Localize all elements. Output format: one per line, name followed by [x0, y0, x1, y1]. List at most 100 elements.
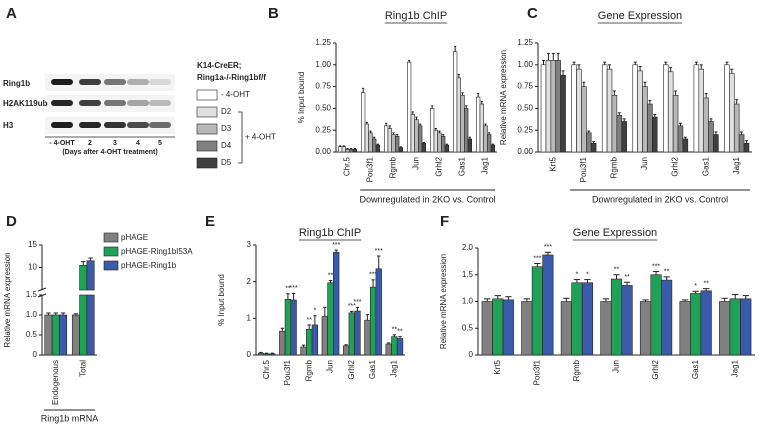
legend-group-label: + 4-OHT: [245, 133, 276, 142]
bar: [452, 51, 458, 153]
x-tick-label: Pou3f1: [579, 156, 588, 182]
bar: [713, 134, 719, 153]
significance: ***: [290, 285, 298, 292]
y-tick-label: 15: [28, 240, 37, 249]
bar: [391, 134, 396, 153]
bar: [542, 254, 554, 356]
significance: ***: [375, 248, 383, 255]
bar: [467, 138, 472, 153]
significance: **: [392, 327, 398, 334]
bar: [263, 353, 270, 356]
bar: [661, 279, 673, 356]
significance: ***: [652, 263, 660, 270]
bar: [352, 149, 357, 153]
bar: [571, 64, 577, 153]
blot-band: [149, 122, 171, 128]
bar: [667, 71, 674, 153]
axis-break: [37, 293, 47, 298]
chart-title: Gene Expression: [598, 10, 682, 22]
bar: [621, 285, 633, 356]
x-tick-label: Chr.5: [343, 156, 352, 176]
y-tick-label: 2.0: [462, 243, 474, 252]
x-tick-label: Jag1: [732, 156, 741, 174]
significance: **: [306, 317, 312, 324]
blot-band: [79, 100, 101, 106]
bar: [464, 108, 469, 153]
bar: [642, 86, 648, 153]
y-tick-label: 0: [247, 350, 252, 359]
bar: [383, 125, 389, 153]
y-tick-label: 0.75: [517, 82, 533, 91]
y-tick-label: 1.25: [315, 38, 331, 47]
bar: [348, 312, 355, 356]
significance: *: [586, 271, 589, 278]
blot-row-label: H2AK119ub: [3, 99, 48, 108]
bar: [364, 319, 371, 356]
significance: *: [694, 283, 697, 290]
panel-label: F: [440, 213, 449, 230]
bar: [719, 301, 731, 356]
lane-label: 3: [113, 140, 117, 147]
blot-band: [149, 79, 171, 85]
bar: [269, 353, 276, 356]
y-tick-label: 1.00: [315, 60, 331, 69]
bar: [421, 142, 426, 153]
bar: [456, 77, 461, 153]
y-tick-label: 0: [33, 350, 38, 359]
bar: [375, 144, 380, 153]
x-tick-label: Grhl2: [435, 156, 444, 176]
x-tick-label: Gas1: [701, 156, 710, 176]
bar: [385, 343, 392, 356]
x-tick-label: Gas1: [458, 156, 467, 176]
bar: [395, 136, 400, 153]
lane-label: - 4-OHT: [49, 140, 75, 147]
blot-row-label: H3: [3, 121, 14, 130]
bar: [306, 329, 313, 356]
bar: [354, 310, 361, 356]
chart-title: Gene Expression: [573, 227, 657, 239]
legend-label: pHAGE: [121, 233, 148, 242]
bar: [444, 144, 449, 153]
bar: [571, 282, 583, 356]
bar: [44, 314, 53, 356]
bar: [540, 64, 547, 153]
bar: [521, 301, 533, 356]
y-axis-label: % Input bound: [217, 274, 226, 326]
legend-label: pHAGE-Ring1bI53A: [121, 247, 193, 256]
bar: [364, 123, 369, 153]
y-tick-label: 2: [247, 277, 252, 286]
bar: [600, 301, 612, 356]
y-tick-label: 1.0: [462, 297, 474, 306]
bar: [581, 86, 587, 153]
legend-label: pHAGE-Ring1b: [121, 261, 177, 270]
bar: [531, 266, 543, 356]
x-tick-label: Jun: [640, 157, 649, 170]
bar: [406, 61, 412, 153]
significance: ***: [544, 244, 552, 251]
bar: [475, 96, 481, 153]
bar: [59, 314, 68, 356]
legend-swatch: [196, 157, 218, 169]
x-tick-label: Pou3f1: [283, 359, 292, 385]
x-tick-label: Total: [78, 360, 87, 377]
bar: [290, 299, 297, 356]
blot-band: [149, 100, 171, 106]
significance: ***: [369, 272, 377, 279]
bar: [601, 64, 608, 153]
blot-band: [79, 79, 101, 85]
bar: [86, 260, 95, 291]
significance: **: [397, 329, 403, 336]
significance: ***: [353, 299, 361, 306]
y-tick-label: 0.25: [517, 125, 533, 134]
y-tick-label: 1.0: [26, 310, 38, 319]
bar: [487, 134, 492, 153]
x-tick-label: Gas1: [368, 359, 377, 379]
bar: [652, 116, 658, 153]
bar: [690, 293, 702, 356]
significance: **: [664, 269, 670, 276]
bar: [414, 119, 419, 153]
significance: *: [576, 271, 579, 278]
y-tick-label: 0.5: [462, 323, 474, 332]
x-tick-label: Rgmb: [572, 359, 581, 381]
